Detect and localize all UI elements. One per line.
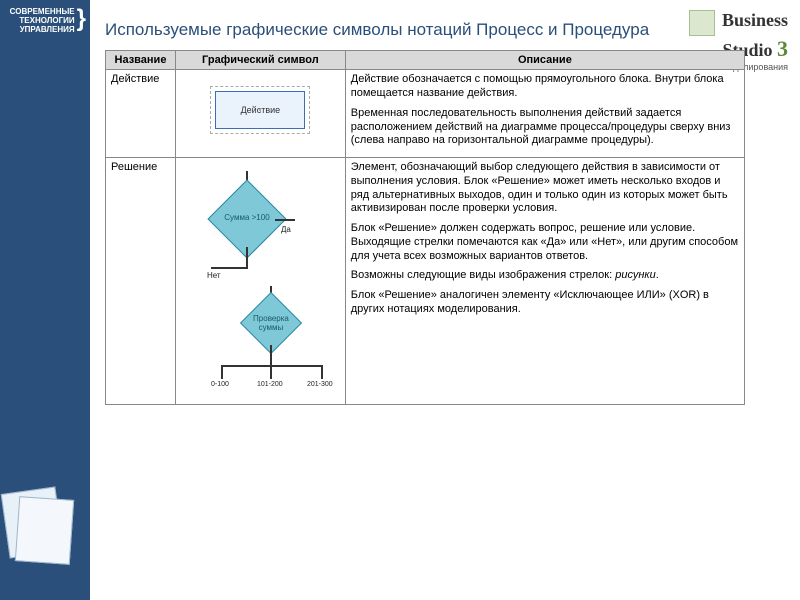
brace-icon: }	[77, 8, 86, 30]
brand-l2: ТЕХНОЛОГИИ	[19, 16, 74, 25]
decision-symbol: Сумма >100 Да Нет Проверка суммы	[181, 161, 340, 401]
process-box-symbol: Действие	[215, 91, 305, 129]
brand-l1: СОВРЕМЕННЫЕ	[10, 7, 75, 16]
row-symbol: Сумма >100 Да Нет Проверка суммы	[175, 158, 345, 405]
brand-l3: УПРАВЛЕНИЯ	[20, 25, 75, 34]
row-name: Решение	[106, 158, 176, 405]
desc-p: Действие обозначается с помощью прямоуго…	[351, 73, 739, 101]
content: Используемые графические символы нотаций…	[105, 20, 785, 405]
row-description: Действие обозначается с помощью прямоуго…	[345, 70, 744, 158]
diamond2-label: Проверка суммы	[243, 314, 299, 332]
col-desc-header: Описание	[345, 51, 744, 70]
page-title: Используемые графические символы нотаций…	[105, 20, 785, 40]
desc-p: Элемент, обозначающий выбор следующего д…	[351, 161, 739, 216]
desc-p: Блок «Решение» аналогичен элементу «Искл…	[351, 289, 739, 317]
desc-p: Временная последовательность выполнения …	[351, 107, 739, 148]
row-symbol: Действие	[175, 70, 345, 158]
col-symbol-header: Графический символ	[175, 51, 345, 70]
row-description: Элемент, обозначающий выбор следующего д…	[345, 158, 744, 405]
yes-label: Да	[281, 225, 291, 234]
branch-label: 0-100	[211, 381, 229, 388]
branch-label: 101-200	[257, 381, 283, 388]
sidebar-brand: } СОВРЕМЕННЫЕ ТЕХНОЛОГИИ УПРАВЛЕНИЯ	[0, 0, 90, 42]
row-name: Действие	[106, 70, 176, 158]
sidebar-docs-icon	[5, 490, 85, 580]
symbols-table: Название Графический символ Описание Дей…	[105, 50, 745, 405]
branch-label: 201-300	[307, 381, 333, 388]
desc-p: Блок «Решение» должен содержать вопрос, …	[351, 222, 739, 263]
sidebar: } СОВРЕМЕННЫЕ ТЕХНОЛОГИИ УПРАВЛЕНИЯ	[0, 0, 90, 600]
col-name-header: Название	[106, 51, 176, 70]
diamond1-label: Сумма >100	[217, 213, 277, 222]
table-row: Действие Действие Действие обозначается …	[106, 70, 745, 158]
table-row: Решение Сумма >100 Да Нет	[106, 158, 745, 405]
desc-p: Возможны следующие виды изображения стре…	[351, 269, 739, 283]
process-box-label: Действие	[241, 105, 281, 115]
no-label: Нет	[207, 271, 221, 280]
